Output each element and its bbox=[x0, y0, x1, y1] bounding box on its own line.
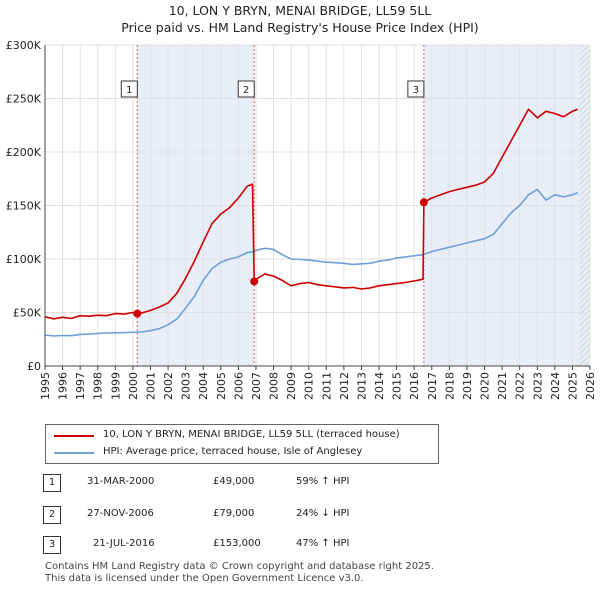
sale-point bbox=[250, 277, 259, 286]
x-tick-label: 2012 bbox=[338, 372, 351, 400]
x-tick-label: 2015 bbox=[391, 372, 404, 400]
x-tick-label: 2002 bbox=[162, 372, 175, 400]
x-tick-label: 2003 bbox=[180, 372, 193, 400]
sale-hpi-diff: 24% ↓ HPI bbox=[296, 508, 350, 519]
x-tick-label: 2014 bbox=[373, 372, 386, 400]
x-tick-label: 1995 bbox=[39, 372, 52, 400]
x-tick-label: 2025 bbox=[566, 372, 579, 400]
x-tick-label: 2017 bbox=[426, 372, 439, 400]
y-tick-label: £50K bbox=[13, 307, 42, 320]
x-tick-label: 1997 bbox=[74, 372, 87, 400]
x-tick-label: 2001 bbox=[144, 372, 157, 400]
chart-title: 10, LON Y BRYN, MENAI BRIDGE, LL59 5LL bbox=[168, 3, 432, 18]
x-tick-label: 2016 bbox=[408, 372, 421, 400]
x-tick-label: 2010 bbox=[303, 372, 316, 400]
sale-marker: 1 bbox=[43, 474, 61, 492]
x-tick-label: 2022 bbox=[514, 372, 527, 400]
x-tick-label: 2023 bbox=[531, 372, 544, 400]
x-tick-label: 2011 bbox=[320, 372, 333, 400]
y-tick-label: £200K bbox=[6, 146, 42, 159]
x-tick-label: 2007 bbox=[250, 372, 263, 400]
sale-row-1: 1 31-MAR-2000 £49,000 59% ↑ HPI bbox=[43, 474, 443, 494]
sale-label-box bbox=[407, 80, 425, 98]
sale-date: 27-NOV-2006 bbox=[87, 508, 154, 519]
footer: Contains HM Land Registry data © Crown c… bbox=[45, 561, 434, 585]
sale-label-box bbox=[237, 80, 255, 98]
x-tick-label: 2024 bbox=[549, 372, 562, 400]
y-tick-label: £250K bbox=[6, 93, 42, 106]
x-tick-label: 2026 bbox=[584, 372, 597, 400]
legend-item-hpi: HPI: Average price, terraced house, Isle… bbox=[46, 444, 438, 462]
x-tick-label: 2018 bbox=[443, 372, 456, 400]
x-tick-label: 1996 bbox=[57, 372, 70, 400]
legend-swatch-hpi bbox=[54, 452, 94, 454]
sale-label-text: 2 bbox=[243, 85, 249, 96]
sale-row-2: 2 27-NOV-2006 £79,000 24% ↓ HPI bbox=[43, 506, 443, 526]
x-tick-label: 2013 bbox=[355, 372, 368, 400]
y-tick-label: £150K bbox=[6, 200, 42, 213]
x-tick-label: 2009 bbox=[285, 372, 298, 400]
price-chart: 1 2 3 £0 £50K £100K £150K £200K £250K £300K 1995 1… bbox=[6, 39, 597, 400]
sale-label-text: 3 bbox=[413, 85, 419, 96]
footer-copyright: Contains HM Land Registry data © Crown c… bbox=[45, 561, 434, 572]
x-tick-label: 2006 bbox=[232, 372, 245, 400]
legend: 10, LON Y BRYN, MENAI BRIDGE, LL59 5LL (… bbox=[45, 424, 439, 464]
x-tick-label: 2005 bbox=[215, 372, 228, 400]
x-tick-label: 1998 bbox=[92, 372, 105, 400]
sale-date: 31-MAR-2000 bbox=[87, 476, 155, 487]
sale-price: £79,000 bbox=[213, 508, 255, 519]
legend-label-property: 10, LON Y BRYN, MENAI BRIDGE, LL59 5LL (… bbox=[103, 429, 400, 440]
sale-marker: 2 bbox=[43, 506, 61, 524]
y-tick-label: £0 bbox=[27, 360, 41, 373]
sale-label-text: 1 bbox=[126, 85, 132, 96]
legend-label-hpi: HPI: Average price, terraced house, Isle… bbox=[103, 446, 363, 457]
legend-item-property: 10, LON Y BRYN, MENAI BRIDGE, LL59 5LL (… bbox=[46, 427, 438, 445]
sale-point bbox=[419, 198, 428, 207]
sale-point bbox=[133, 309, 142, 318]
sale-hpi-diff: 47% ↑ HPI bbox=[296, 538, 350, 549]
x-tick-label: 2020 bbox=[479, 372, 492, 400]
sale-date: 21-JUL-2016 bbox=[93, 538, 155, 549]
sale-hpi-diff: 59% ↑ HPI bbox=[296, 476, 350, 487]
sale-marker: 3 bbox=[43, 536, 61, 554]
x-tick-label: 2019 bbox=[461, 372, 474, 400]
x-tick-label: 2008 bbox=[268, 372, 281, 400]
x-tick-label: 2000 bbox=[127, 372, 140, 400]
sale-row-3: 3 21-JUL-2016 £153,000 47% ↑ HPI bbox=[43, 536, 443, 556]
footer-license: This data is licensed under the Open Gov… bbox=[45, 573, 364, 584]
sale-label-box bbox=[120, 80, 138, 98]
x-tick-label: 1999 bbox=[109, 372, 122, 400]
sale-price: £49,000 bbox=[213, 476, 255, 487]
legend-swatch-property bbox=[54, 435, 94, 437]
hpi-series-line bbox=[44, 188, 578, 337]
x-tick-label: 2021 bbox=[496, 372, 509, 400]
chart-subtitle: Price paid vs. HM Land Registry's House … bbox=[121, 20, 479, 35]
x-tick-label: 2004 bbox=[197, 372, 210, 400]
y-tick-label: £300K bbox=[6, 39, 42, 52]
y-tick-label: £100K bbox=[6, 253, 42, 266]
sale-price: £153,000 bbox=[213, 538, 261, 549]
